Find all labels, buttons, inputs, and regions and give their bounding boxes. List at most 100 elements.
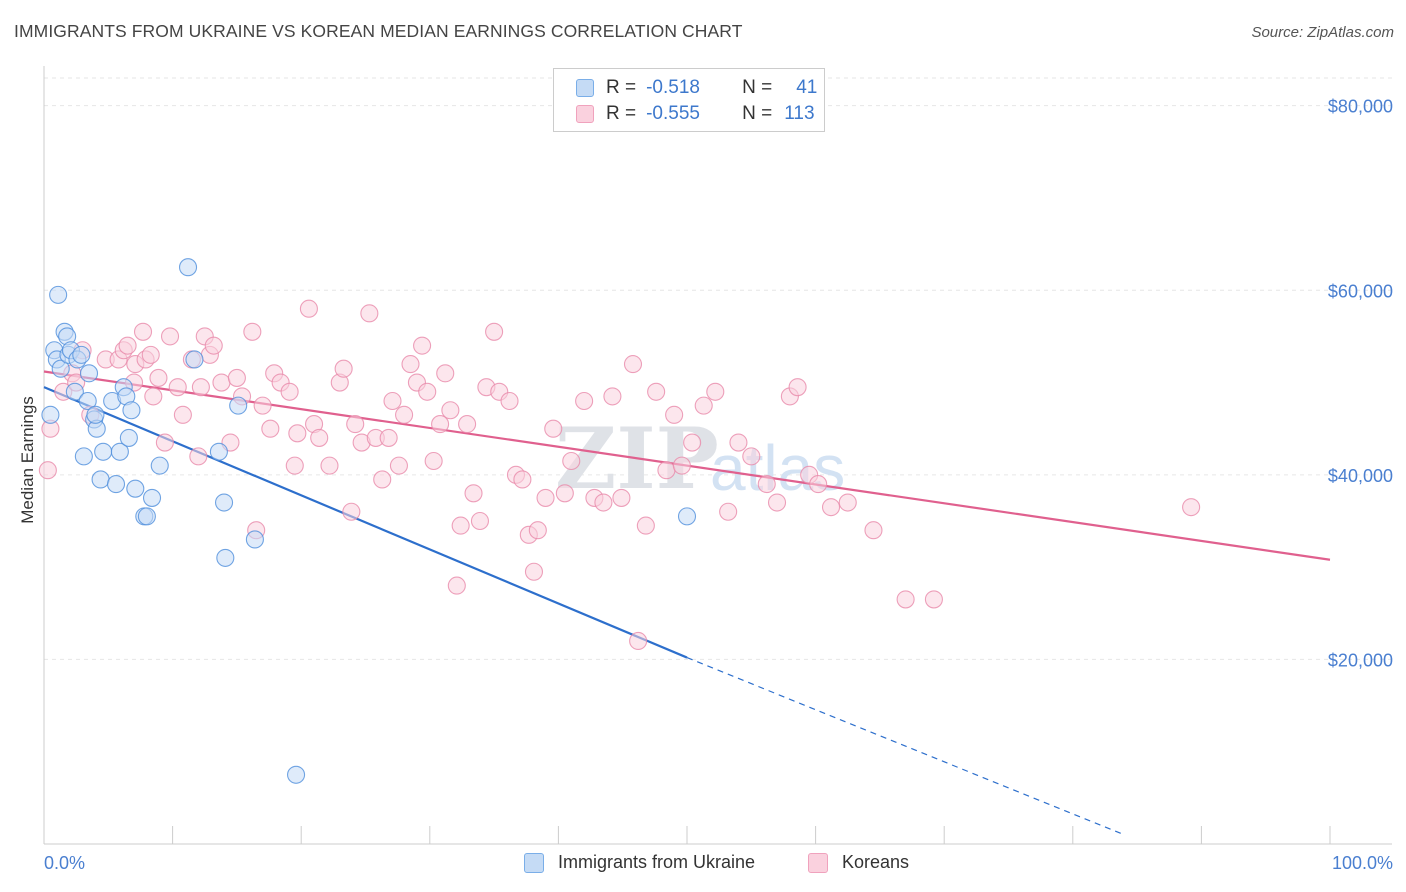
correlation-legend: R = -0.518 N = 41 R = -0.555 N = 113 bbox=[553, 68, 825, 132]
x-tick-label-max: 100.0% bbox=[1332, 853, 1393, 873]
x-tick-label-min: 0.0% bbox=[44, 853, 85, 873]
korean-point bbox=[118, 336, 137, 355]
ukraine-point bbox=[86, 405, 105, 424]
korean-point bbox=[243, 322, 262, 341]
legend-swatch-ukraine bbox=[576, 79, 594, 97]
korean-point bbox=[706, 382, 725, 401]
chart-source: Source: ZipAtlas.com bbox=[1251, 24, 1394, 41]
korean-point bbox=[299, 299, 318, 318]
korean-point bbox=[418, 382, 437, 401]
korean-point bbox=[133, 322, 153, 341]
trend-line-ukraine-extrapolated bbox=[686, 657, 1125, 836]
ukraine-point bbox=[51, 359, 70, 378]
legend-n-label: N = bbox=[742, 103, 773, 124]
korean-point bbox=[334, 359, 353, 378]
legend-r-value: -0.518 bbox=[646, 77, 700, 98]
y-axis-label: Median Earnings bbox=[18, 396, 37, 524]
korean-point bbox=[379, 428, 398, 447]
series-label-koreans: Koreans bbox=[842, 852, 910, 872]
korean-point bbox=[647, 382, 666, 401]
korean-point bbox=[629, 631, 648, 651]
grid-lines bbox=[44, 77, 1392, 660]
korean-point bbox=[864, 521, 883, 540]
korean-point bbox=[555, 484, 574, 503]
series-legend-ukraine[interactable]: Immigrants from Ukraine bbox=[524, 852, 755, 873]
korean-point bbox=[665, 405, 684, 424]
ukraine-point bbox=[74, 447, 93, 466]
ukraine-point bbox=[287, 765, 306, 784]
korean-point bbox=[544, 419, 563, 438]
legend-r-value: -0.555 bbox=[646, 103, 700, 124]
legend-row-koreans: R = -0.555 N = 113 bbox=[576, 102, 815, 126]
ukraine-point bbox=[137, 507, 156, 526]
korean-point bbox=[253, 396, 272, 415]
korean-point bbox=[536, 488, 555, 507]
korean-point bbox=[342, 502, 361, 521]
korean-point bbox=[173, 405, 192, 424]
legend-n-value: 113 bbox=[784, 103, 815, 124]
series-label-ukraine: Immigrants from Ukraine bbox=[558, 852, 756, 872]
korean-point bbox=[896, 590, 915, 609]
ukraine-point bbox=[72, 345, 91, 364]
ukraine-point bbox=[150, 456, 169, 475]
korean-point bbox=[212, 373, 231, 392]
series-legend-koreans[interactable]: Koreans bbox=[808, 852, 909, 873]
korean-point bbox=[1182, 498, 1201, 517]
korean-point bbox=[924, 590, 943, 609]
korean-point bbox=[757, 475, 776, 494]
korean-point bbox=[657, 461, 676, 480]
korean-point bbox=[204, 336, 223, 355]
ukraine-point bbox=[126, 479, 145, 498]
ukraine-point bbox=[214, 493, 234, 512]
axes bbox=[43, 66, 1392, 845]
y-tick-label: $20,000 bbox=[1328, 650, 1393, 670]
korean-point bbox=[168, 378, 187, 397]
legend-r-label: R = bbox=[606, 103, 637, 124]
korean-point bbox=[575, 391, 594, 411]
korean-point bbox=[612, 488, 631, 507]
ukraine-point bbox=[229, 396, 248, 415]
series-swatch-koreans bbox=[808, 852, 828, 873]
korean-point bbox=[346, 415, 365, 434]
y-tick-label: $60,000 bbox=[1328, 281, 1393, 301]
ukraine-point bbox=[122, 401, 141, 420]
ukraine-point bbox=[178, 258, 198, 277]
korean-point bbox=[395, 405, 414, 424]
korean-point bbox=[144, 387, 163, 406]
korean-point bbox=[360, 304, 379, 323]
y-tick-label: $40,000 bbox=[1328, 466, 1393, 486]
korean-point bbox=[288, 424, 307, 443]
data-points bbox=[38, 258, 1201, 784]
korean-point bbox=[742, 447, 761, 466]
korean-point bbox=[389, 456, 408, 475]
korean-point bbox=[431, 415, 450, 434]
korean-point bbox=[636, 516, 655, 535]
korean-point bbox=[441, 401, 460, 420]
ukraine-point bbox=[142, 488, 162, 507]
korean-point bbox=[694, 396, 713, 415]
ukraine-point bbox=[91, 470, 110, 489]
korean-point bbox=[788, 378, 807, 397]
ukraine-point bbox=[79, 364, 99, 383]
korean-point bbox=[189, 447, 208, 466]
korean-point bbox=[261, 419, 280, 438]
korean-point bbox=[458, 415, 477, 434]
ukraine-point bbox=[94, 442, 113, 461]
korean-point bbox=[513, 470, 532, 489]
legend-n-value: 41 bbox=[796, 77, 818, 98]
korean-point bbox=[838, 493, 857, 512]
tick-labels: $20,000 $40,000 $60,000 $80,000 0.0% 100.0% bbox=[44, 97, 1393, 873]
korean-point bbox=[470, 511, 490, 531]
ukraine-point bbox=[78, 391, 97, 411]
korean-point bbox=[447, 576, 466, 595]
korean-point bbox=[672, 456, 691, 475]
korean-point bbox=[436, 364, 455, 383]
korean-point bbox=[464, 484, 483, 503]
ukraine-point bbox=[245, 530, 264, 549]
series-legend: Immigrants from Ukraine Koreans bbox=[0, 852, 1406, 878]
legend-r-label: R = bbox=[606, 77, 637, 98]
ukraine-point bbox=[65, 382, 84, 401]
korean-point bbox=[729, 433, 748, 452]
korean-point bbox=[424, 451, 443, 471]
